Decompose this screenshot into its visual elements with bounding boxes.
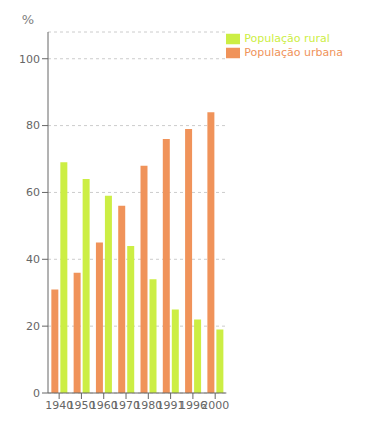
html-text:População urbana: População urbana bbox=[244, 46, 343, 59]
svg-text:1940: 1940 bbox=[45, 398, 74, 412]
html-text:População rural: População rural bbox=[244, 32, 330, 45]
svg-text:0: 0 bbox=[33, 387, 40, 400]
svg-text:1970: 1970 bbox=[112, 398, 140, 412]
svg-text:80: 80 bbox=[26, 119, 40, 132]
svg-text:1960: 1960 bbox=[89, 398, 118, 412]
svg-text:20: 20 bbox=[26, 320, 40, 333]
svg-text:1950: 1950 bbox=[67, 398, 96, 412]
svg-text:1996: 1996 bbox=[178, 398, 207, 412]
svg-text:2000: 2000 bbox=[201, 399, 229, 412]
svg-text:40: 40 bbox=[26, 253, 40, 266]
svg-text:%: % bbox=[22, 12, 34, 27]
svg-text:100: 100 bbox=[19, 53, 40, 66]
svg-text:60: 60 bbox=[26, 186, 40, 199]
svg-text:1980: 1980 bbox=[134, 398, 163, 412]
svg-text:1991: 1991 bbox=[156, 398, 185, 412]
